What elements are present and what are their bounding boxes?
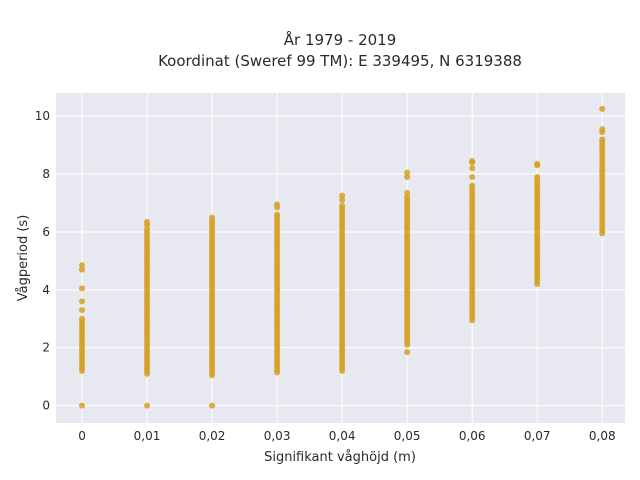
y-axis-ticks: 0 2 4 6 8 10: [35, 109, 50, 412]
data-point: [144, 226, 151, 233]
data-point: [79, 262, 86, 269]
data-point: [469, 173, 476, 180]
chart-title-line-1: År 1979 - 2019: [284, 30, 397, 49]
y-tick-label: 2: [42, 341, 50, 355]
data-point: [534, 160, 541, 167]
y-tick-label: 0: [42, 399, 50, 413]
data-point: [209, 402, 216, 409]
data-point: [144, 218, 151, 225]
x-tick-label: 0,08: [589, 429, 616, 443]
y-tick-label: 6: [42, 225, 50, 239]
x-tick-label: 0,05: [394, 429, 421, 443]
x-tick-label: 0: [78, 429, 86, 443]
x-tick-label: 0,02: [199, 429, 226, 443]
x-tick-label: 0,06: [459, 429, 486, 443]
y-axis-title: Vågperiod (s): [16, 215, 31, 302]
x-tick-label: 0,07: [524, 429, 551, 443]
data-point: [79, 307, 86, 314]
data-point: [599, 136, 606, 143]
data-point: [469, 158, 476, 165]
data-point: [209, 214, 216, 221]
data-point: [339, 192, 346, 199]
chart-title-line-2: Koordinat (Sweref 99 TM): E 339495, N 63…: [158, 52, 522, 70]
data-point: [534, 173, 541, 180]
x-axis-title: Signifikant våghöjd (m): [264, 450, 416, 465]
x-tick-label: 0,04: [329, 429, 356, 443]
data-point: [404, 169, 411, 176]
data-points: [79, 105, 606, 409]
data-point: [404, 194, 411, 201]
data-point: [79, 298, 86, 305]
data-point: [469, 165, 476, 172]
data-point: [404, 189, 411, 196]
data-point: [79, 266, 86, 273]
y-tick-label: 10: [35, 109, 50, 123]
data-point: [404, 349, 411, 356]
y-tick-label: 8: [42, 167, 50, 181]
data-point: [274, 211, 281, 218]
data-point: [469, 182, 476, 189]
data-point: [274, 201, 281, 208]
data-point: [79, 402, 86, 409]
data-point: [404, 173, 411, 180]
data-point: [339, 202, 346, 209]
data-point: [144, 402, 151, 409]
data-point: [599, 126, 606, 133]
x-axis-ticks: 0 0,01 0,02 0,03 0,04 0,05 0,06 0,07 0,08: [78, 429, 615, 443]
data-point: [79, 315, 86, 322]
x-tick-label: 0,03: [264, 429, 291, 443]
x-tick-label: 0,01: [134, 429, 161, 443]
data-point: [79, 285, 86, 292]
data-point: [339, 197, 346, 204]
y-tick-label: 4: [42, 283, 50, 297]
data-point: [599, 105, 606, 112]
